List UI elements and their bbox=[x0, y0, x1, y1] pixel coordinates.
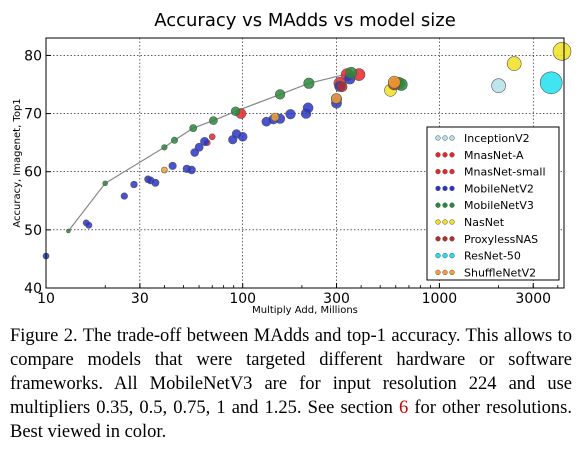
point-mobilenetv2 bbox=[85, 221, 93, 229]
legend-marker bbox=[442, 152, 448, 158]
legend-marker bbox=[435, 185, 441, 192]
legend-marker bbox=[449, 202, 455, 208]
point-shufflenetv2 bbox=[330, 93, 342, 104]
point-shufflenetv2 bbox=[387, 75, 401, 89]
legend-marker bbox=[435, 168, 441, 175]
legend-marker bbox=[449, 185, 455, 192]
legend-label: NasNet bbox=[464, 216, 505, 229]
legend-label: ResNet-50 bbox=[464, 250, 521, 263]
legend-marker bbox=[449, 236, 455, 242]
point-mobilenetv3 bbox=[171, 136, 179, 144]
point-mobilenetv3 bbox=[345, 67, 358, 79]
legend-marker bbox=[449, 252, 455, 259]
legend-label: MobileNetV3 bbox=[464, 199, 534, 212]
legend-label: MobileNetV2 bbox=[464, 182, 534, 195]
legend-marker bbox=[442, 269, 448, 276]
point-shufflenetv2 bbox=[270, 112, 280, 122]
trend-line bbox=[67, 72, 352, 232]
legend-marker bbox=[435, 152, 441, 158]
point-mobilenetv3 bbox=[161, 144, 168, 151]
point-mobilenetv3 bbox=[303, 77, 315, 89]
point-mobilenetv2 bbox=[302, 102, 314, 114]
legend: InceptionV2 MnasNet-A MnasNet-small MobileN… bbox=[426, 126, 560, 281]
point-resnet-50 bbox=[539, 71, 563, 95]
x-tick-label: 300 bbox=[323, 291, 350, 307]
legend-marker bbox=[449, 269, 455, 276]
figure-caption: Figure 2. The trade-off between MAdds an… bbox=[10, 324, 572, 444]
point-mobilenetv3 bbox=[275, 89, 286, 100]
legend-marker bbox=[435, 219, 441, 225]
point-proxylessnas bbox=[336, 81, 348, 93]
point-mobilenetv3 bbox=[102, 180, 108, 187]
legend-label: ShuffleNetV2 bbox=[464, 266, 536, 279]
x-tick-label: 3000 bbox=[515, 291, 551, 307]
legend-box bbox=[426, 126, 560, 281]
legend-label: ProxylessNAS bbox=[464, 233, 538, 246]
legend-marker bbox=[449, 168, 455, 175]
y-tick-label: 60 bbox=[24, 165, 42, 181]
x-tick-label: 30 bbox=[131, 291, 149, 307]
scatter-chart: Accuracy vs MAdds vs model size 10 30 100 3… bbox=[12, 10, 572, 316]
y-tick-label: 70 bbox=[24, 107, 42, 123]
point-mobilenetv2 bbox=[168, 161, 177, 170]
point-mobilenetv3 bbox=[189, 124, 198, 133]
y-tick-label: 40 bbox=[24, 281, 42, 297]
legend-marker bbox=[442, 168, 448, 175]
legend-marker bbox=[449, 135, 455, 141]
y-tick-label: 80 bbox=[24, 48, 42, 64]
point-mobilenetv2 bbox=[120, 192, 128, 200]
legend-marker bbox=[442, 135, 448, 141]
point-nasnet bbox=[552, 42, 572, 61]
legend-marker bbox=[435, 269, 441, 276]
point-mobilenetv2 bbox=[237, 132, 248, 142]
legend-marker bbox=[442, 202, 448, 208]
legend-marker bbox=[442, 185, 448, 192]
axis-ticks: 10 30 100 300 1000 3000 40 50 60 70 80 bbox=[24, 48, 559, 307]
legend-marker bbox=[435, 135, 441, 141]
caption-text-end: for other resolutions. Best viewed in co… bbox=[10, 398, 572, 442]
caption-text: Figure 2. The trade-off between MAdds an… bbox=[10, 326, 572, 418]
point-mobilenetv2 bbox=[130, 180, 138, 189]
point-mnasnet-small bbox=[208, 133, 216, 141]
legend-marker bbox=[435, 202, 441, 208]
point-mobilenetv2 bbox=[200, 137, 210, 146]
point-mobilenetv2 bbox=[187, 165, 196, 175]
chart-title: Accuracy vs MAdds vs model size bbox=[154, 10, 456, 31]
legend-marker bbox=[442, 252, 448, 259]
point-mobilenetv2 bbox=[194, 142, 204, 152]
legend-marker bbox=[435, 236, 441, 242]
mobilenetv3-trend-line bbox=[67, 72, 352, 232]
legend-marker bbox=[442, 236, 448, 242]
point-mobilenetv3 bbox=[230, 106, 241, 117]
point-mobilenetv2 bbox=[285, 109, 296, 120]
point-mobilenetv2 bbox=[151, 178, 160, 187]
legend-marker bbox=[442, 219, 448, 225]
section-reference-link[interactable]: 6 bbox=[399, 398, 409, 418]
legend-marker bbox=[449, 219, 455, 225]
y-axis-label: Accuracy, Imagenet, Top1 bbox=[12, 98, 23, 227]
legend-marker bbox=[449, 152, 455, 158]
point-shufflenetv2 bbox=[161, 166, 168, 174]
plot-frame bbox=[45, 37, 565, 289]
point-inceptionv2 bbox=[491, 78, 506, 93]
x-tick-label: 10 bbox=[37, 291, 55, 307]
x-tick-label: 100 bbox=[229, 291, 256, 307]
legend-label: InceptionV2 bbox=[464, 132, 530, 145]
point-nasnet bbox=[506, 56, 522, 71]
point-mobilenetv3 bbox=[66, 228, 71, 234]
point-mobilenetv3 bbox=[209, 116, 218, 125]
legend-marker bbox=[435, 252, 441, 259]
data-points bbox=[42, 42, 572, 260]
legend-label: MnasNet-small bbox=[464, 166, 546, 179]
x-tick-label: 1000 bbox=[422, 291, 458, 307]
legend-label: MnasNet-A bbox=[464, 149, 524, 162]
x-axis-label: Multiply Add, Millions bbox=[252, 305, 358, 316]
y-tick-label: 50 bbox=[24, 223, 42, 239]
